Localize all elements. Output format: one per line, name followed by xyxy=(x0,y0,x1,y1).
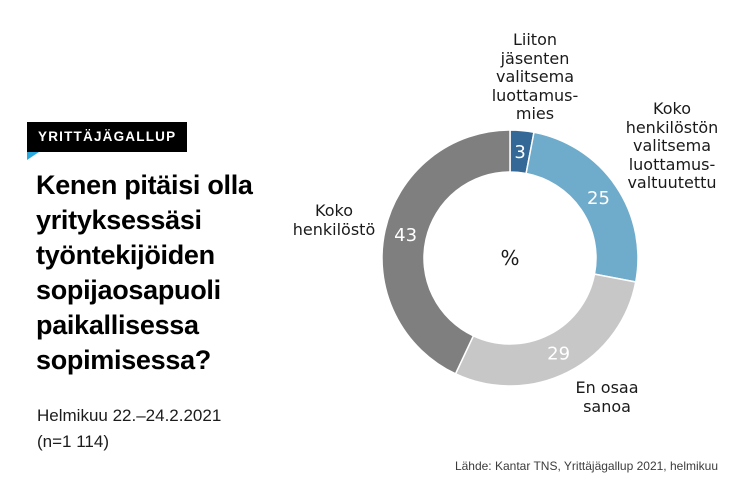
donut-segment xyxy=(381,129,511,375)
chart-title: Kenen pitäisi olla yrityksessäsi työntek… xyxy=(36,170,253,375)
source-note: Lähde: Kantar TNS, Yrittäjägallup 2021, … xyxy=(454,459,718,473)
donut-segment xyxy=(454,273,637,387)
segment-callout-luottamusmies: Liiton jäsenten valitsema luottamus- mie… xyxy=(491,30,579,123)
brand-badge-label: YRITTÄJÄGALLUP xyxy=(38,129,177,144)
segment-callout-luottamusvaltuutettu: Koko henkilöstön valitsema luottamus- va… xyxy=(625,99,719,192)
segment-value-label: 25 xyxy=(587,188,610,209)
segment-value-label: 3 xyxy=(514,142,525,163)
donut-center-label: % xyxy=(500,246,519,270)
sample-size: (n=1 114) xyxy=(37,432,109,451)
donut-chart: 3 25 29 43 % xyxy=(381,129,639,387)
segment-value-label: 29 xyxy=(547,344,570,365)
donut-segments-group: 3 25 29 43 xyxy=(381,129,639,387)
brand-badge: YRITTÄJÄGALLUP xyxy=(27,122,188,152)
segment-callout-koko-henkilosto: Koko henkilöstö xyxy=(292,201,376,239)
survey-period: Helmikuu 22.–24.2.2021 xyxy=(37,406,222,425)
brand-badge-tail-icon xyxy=(27,152,39,160)
segment-value-label: 43 xyxy=(394,225,417,246)
segment-callout-en-osaa-sanoa: En osaa sanoa xyxy=(575,378,639,416)
